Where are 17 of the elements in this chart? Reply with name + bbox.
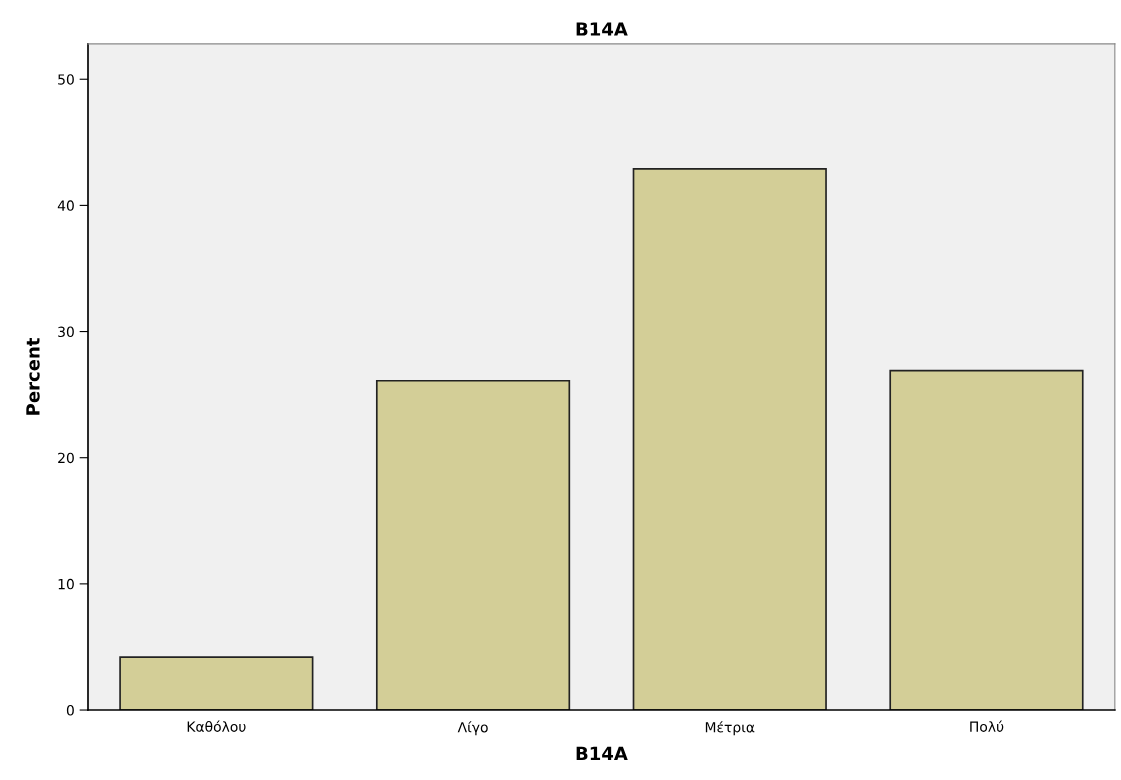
y-tick-label: 0 <box>66 705 74 716</box>
y-tick-label: 10 <box>58 578 74 590</box>
x-tick-label: Πολύ <box>970 720 1004 732</box>
x-tick-label: Καθόλου <box>187 720 246 732</box>
bar <box>119 656 314 711</box>
y-tick-label: 20 <box>58 452 74 464</box>
y-tick-label: 50 <box>58 74 74 85</box>
bar <box>375 379 571 711</box>
y-tick-label: 30 <box>58 326 74 338</box>
x-axis-title: B14A <box>576 746 628 760</box>
y-tick-label: 40 <box>57 200 74 211</box>
bar <box>889 369 1084 711</box>
bar <box>632 167 827 711</box>
x-tick-label: Μέτρια <box>705 721 755 736</box>
x-tick-label: Λίγο <box>457 721 488 736</box>
chart-title: B14A <box>576 22 628 36</box>
y-axis-title: Percent <box>26 337 40 415</box>
